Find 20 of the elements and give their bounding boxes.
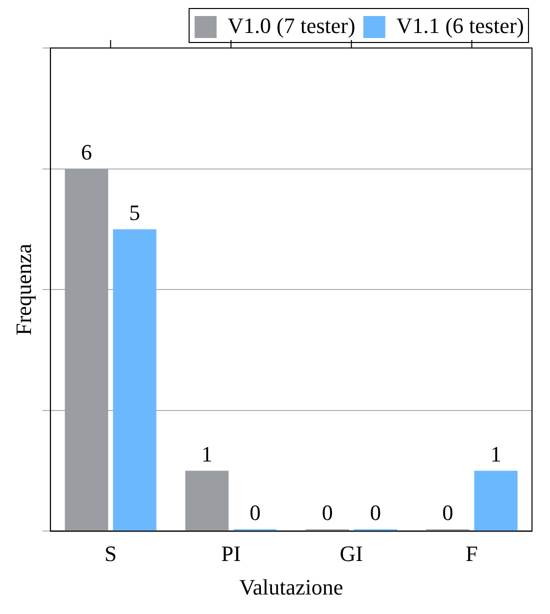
bar [185, 470, 229, 531]
data-label: 0 [442, 500, 454, 525]
y-axis-title: Frequenza [10, 244, 36, 336]
legend-label: V1.1 (6 tester) [396, 12, 524, 38]
x-tick-label: PI [221, 541, 241, 566]
data-label: 1 [201, 442, 212, 467]
x-axis-title: Valutazione [239, 574, 344, 600]
data-label: 1 [490, 442, 502, 467]
data-label: 0 [370, 500, 381, 525]
data-label: 0 [250, 500, 261, 525]
bar [113, 229, 156, 531]
data-label: 6 [81, 140, 92, 165]
bar [64, 168, 108, 531]
data-label: 0 [322, 500, 333, 525]
x-tick-label: GI [340, 541, 364, 566]
x-tick-label: S [104, 541, 117, 566]
data-label: 5 [129, 200, 140, 225]
legend-label: V1.0 (7 tester) [228, 12, 356, 38]
x-tick-label: F [466, 541, 478, 566]
bar [474, 470, 518, 531]
